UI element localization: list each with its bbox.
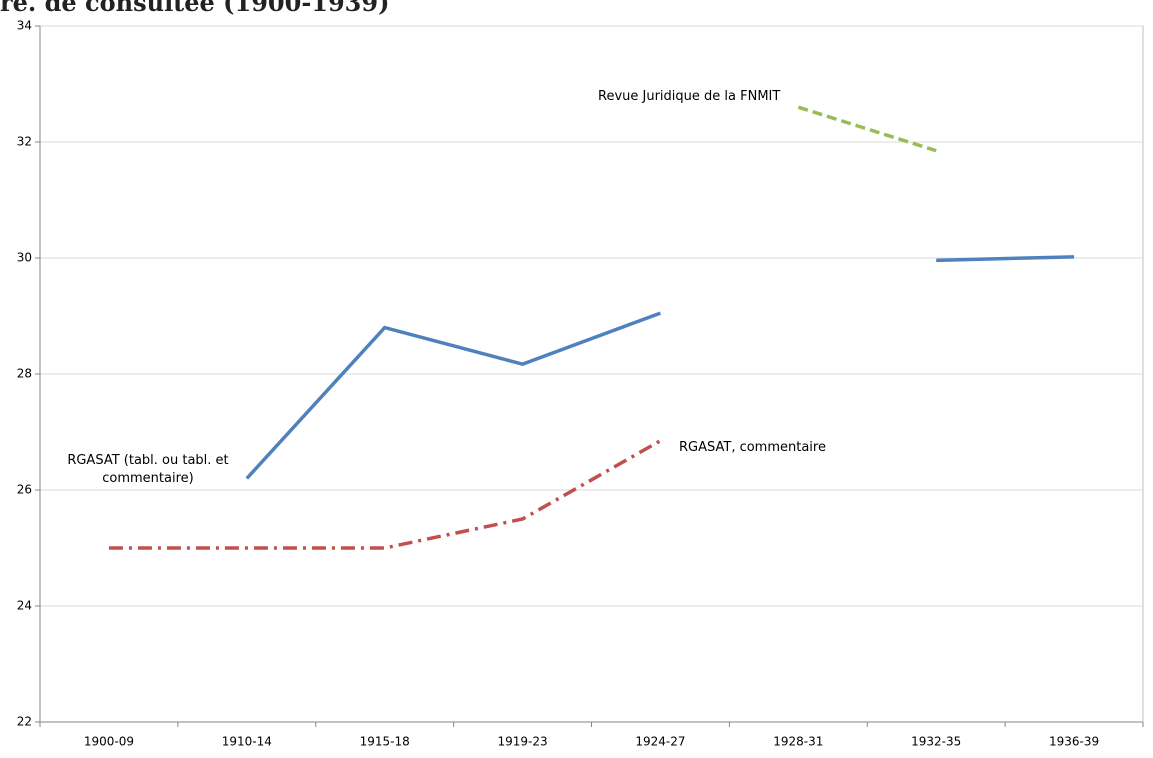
series-label: Revue Juridique de la FNMIT (598, 89, 781, 104)
y-tick-label: 24 (17, 599, 32, 613)
x-tick-label: 1900-09 (84, 735, 134, 749)
y-tick-label: 26 (17, 483, 32, 497)
x-tick-label: 1924-27 (635, 735, 685, 749)
x-tick-label: 1915-18 (360, 735, 410, 749)
y-tick-label: 32 (17, 135, 32, 149)
series-line (936, 255, 1075, 263)
y-tick-label: 34 (17, 19, 32, 33)
series-label: RGASAT (tabl. ou tabl. et commentaire) (67, 453, 229, 486)
x-tick-label: 1919-23 (497, 735, 547, 749)
series-line (797, 105, 937, 153)
y-tick-label: 28 (17, 367, 32, 381)
x-tick-label: 1910-14 (222, 735, 272, 749)
y-tick-label: 30 (17, 251, 32, 265)
chart-title: re. de consultée (1900-1939) (0, 0, 390, 17)
x-tick-label: 1932-35 (911, 735, 961, 749)
series-label: RGASAT, commentaire (679, 440, 826, 455)
series-line (108, 439, 662, 550)
y-tick-label: 22 (17, 715, 32, 729)
series-line (245, 311, 662, 480)
x-tick-label: 1936-39 (1049, 735, 1099, 749)
x-tick-label: 1928-31 (773, 735, 823, 749)
